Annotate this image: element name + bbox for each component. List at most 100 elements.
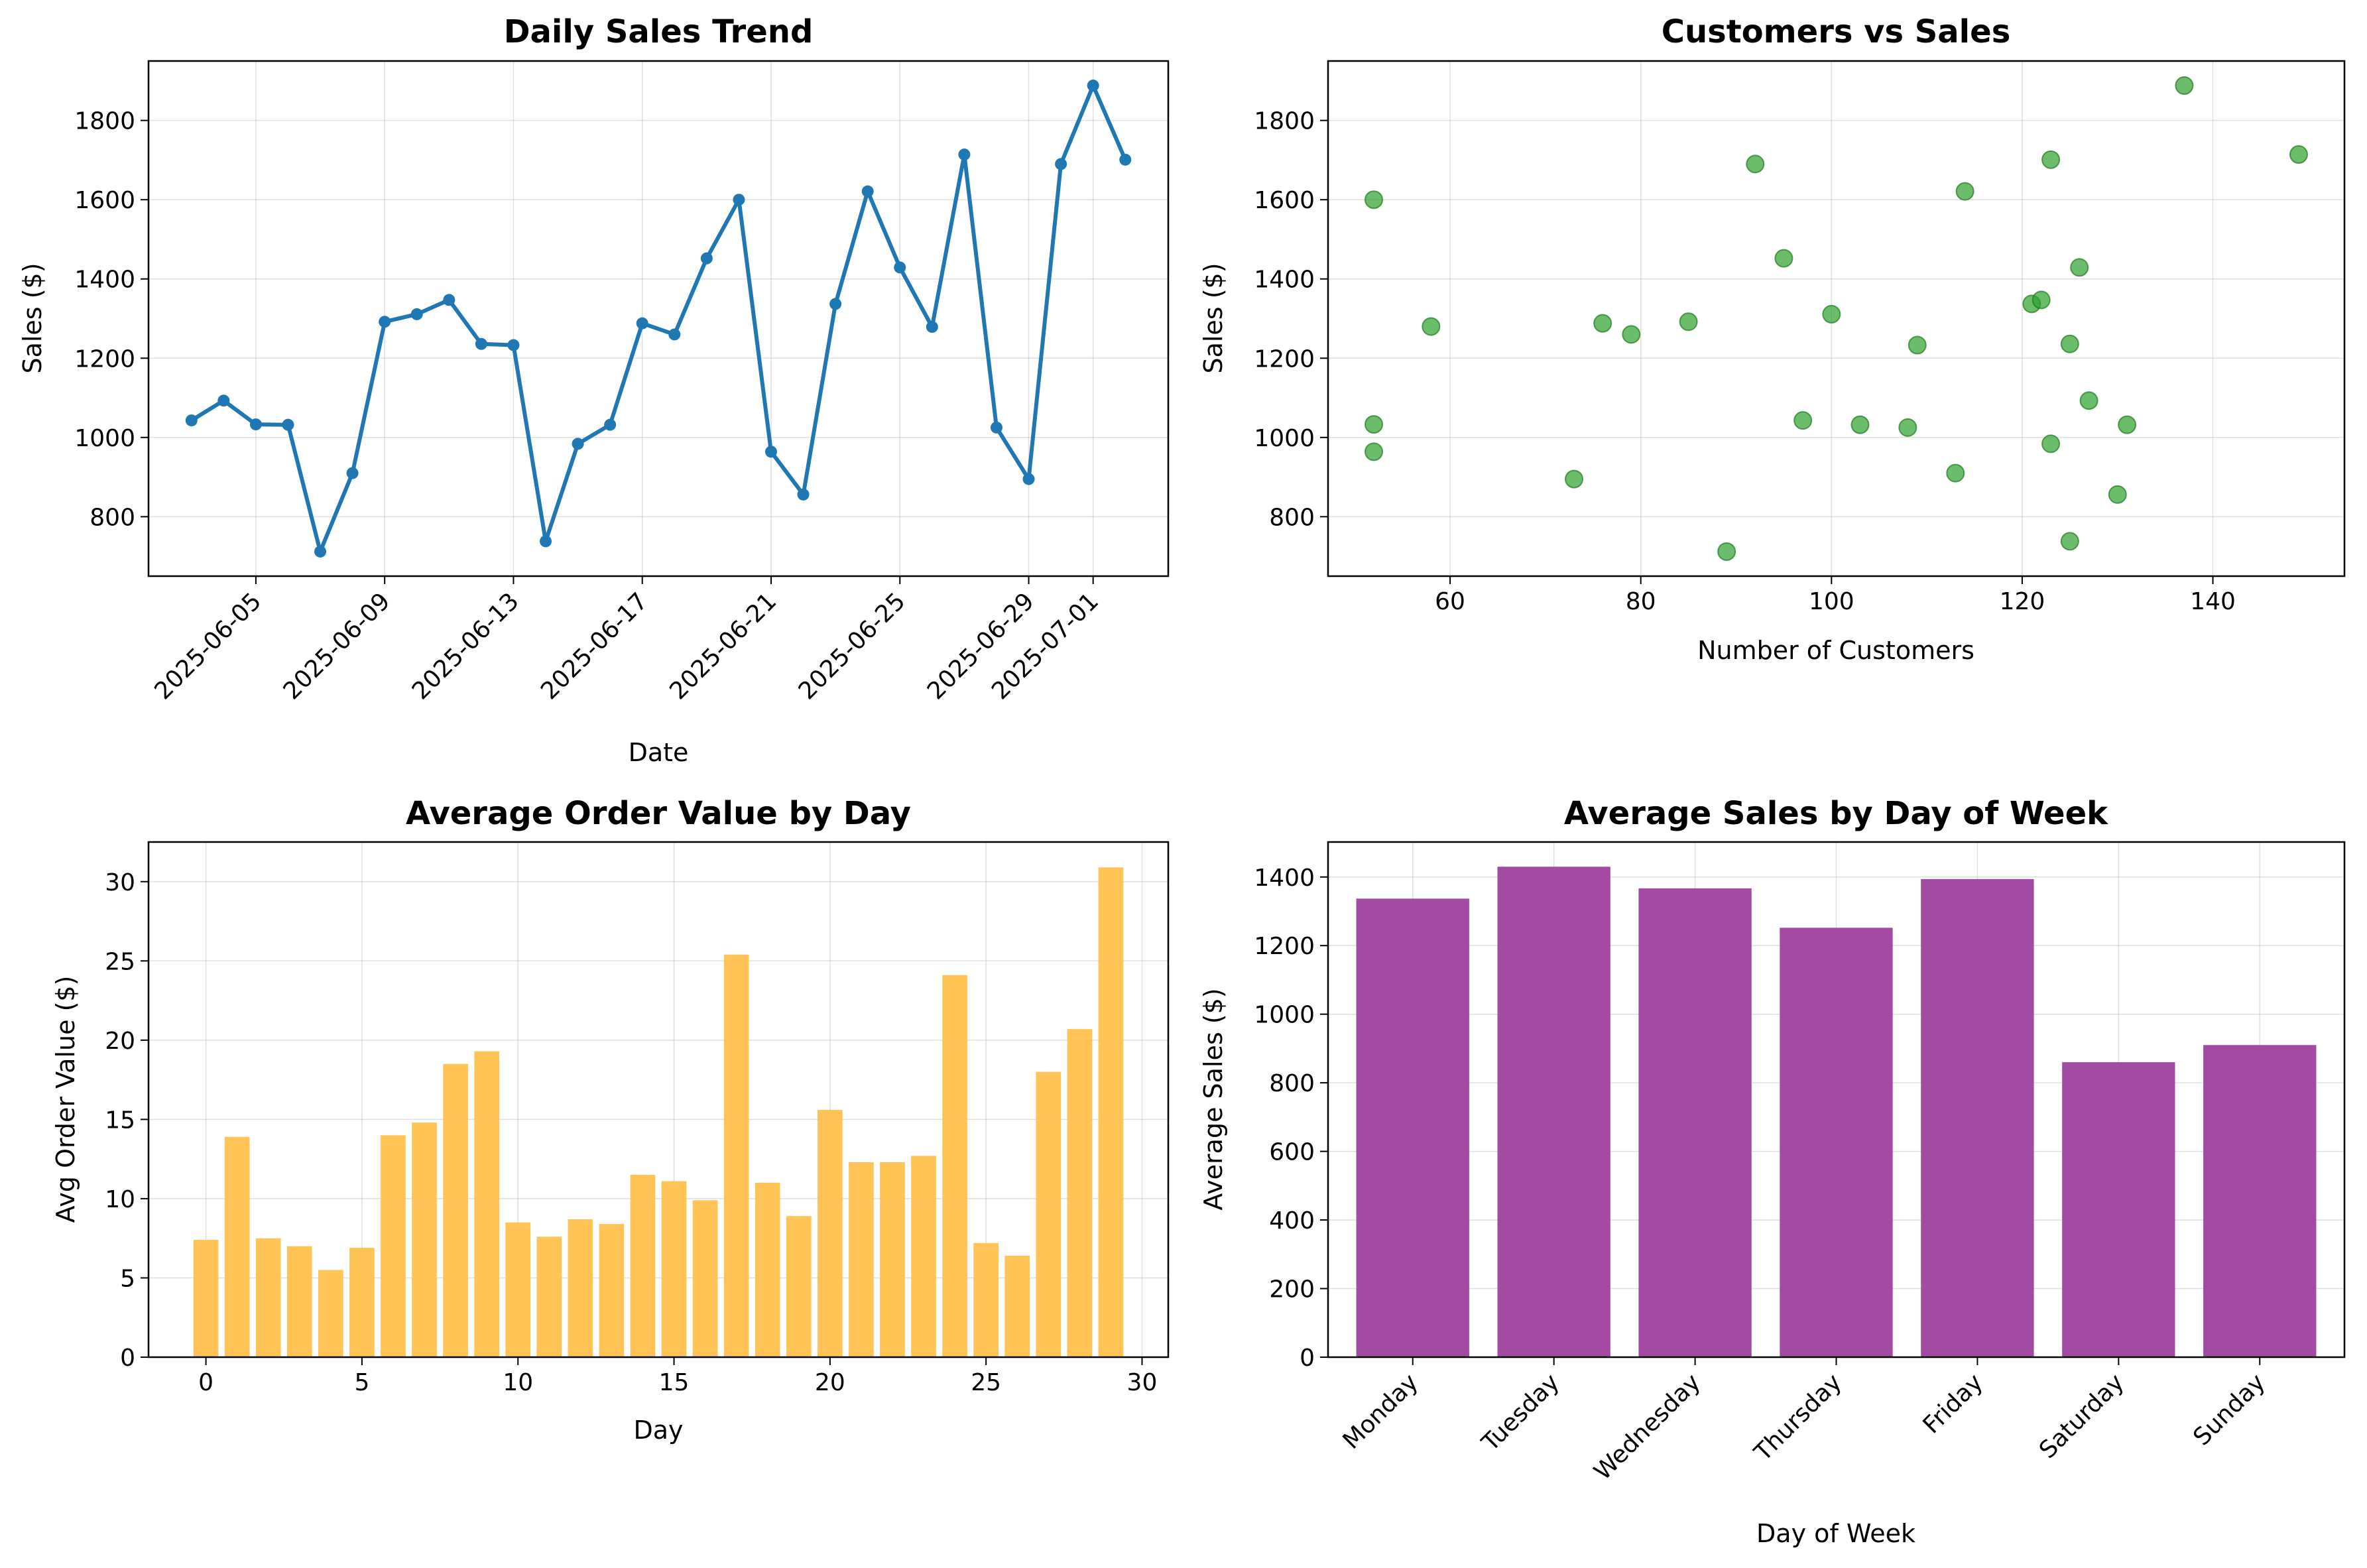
y-tick-label: 1800 [1254,108,1315,135]
grid-layer [149,61,1168,576]
sales-point [958,149,971,161]
x-axis-label: Date [629,738,689,767]
y-tick-label: 1400 [1254,865,1315,892]
panel-customers-vs-sales: Customers vs Sales 800 1000 1200 1400 1600 18… [1199,13,2346,665]
order-value-bar [849,1162,874,1357]
scatter-point [1908,335,1927,355]
sales-point [926,321,938,333]
scatter-point [2175,76,2194,95]
scatter-point [1365,415,1384,434]
y-tick-label: 1600 [1254,187,1315,214]
scatter-point [2108,485,2127,504]
sales-point [314,545,327,558]
sales-point [764,446,777,458]
chart-title: Average Order Value by Day [406,795,911,832]
order-value-bar [755,1183,780,1357]
y-axis-label: Average Sales ($) [1199,988,1228,1210]
sales-point [990,421,1002,434]
order-value-bar [381,1135,406,1357]
weekday-sales-bar [1356,898,1469,1357]
grid-layer [1328,61,2344,576]
scatter-point [1946,463,1965,483]
sales-point [1022,473,1035,485]
scatter-point [2060,334,2079,353]
y-axis-label: Sales ($) [1199,263,1228,373]
x-tick-label: 5 [354,1369,369,1396]
scatter-point [1898,418,1917,437]
order-value-bar [723,954,749,1357]
sales-point [410,308,423,320]
marks-layer [1356,867,2317,1357]
scatter-point [1679,312,1698,332]
sales-point [733,194,745,206]
order-value-bar [692,1200,718,1357]
y-tick-label: 1400 [74,267,135,294]
sales-point [282,418,294,431]
sales-point [797,488,810,501]
x-tick-label: 2025-06-25 [794,587,911,705]
x-tick-label: 25 [971,1369,1001,1396]
x-tick-label: 100 [1809,588,1854,615]
sales-point [1055,158,1067,170]
scatter-point [1565,469,1584,489]
scatter-point [1822,304,1841,324]
weekday-sales-bar [1780,928,1893,1357]
sales-point [1119,153,1132,166]
order-value-bar [1098,867,1124,1357]
chart-title: Customers vs Sales [1662,13,2011,50]
y-axis-label: Avg Order Value ($) [51,976,80,1223]
order-value-bar [286,1246,312,1357]
scatter-point [1717,542,1736,561]
marks-layer [1365,76,2308,561]
order-value-bar [973,1242,999,1357]
scatter-point [1851,415,1870,434]
order-value-bar [443,1063,468,1357]
y-tick-label: 1200 [74,345,135,373]
x-tick-label: 2025-06-21 [664,587,782,705]
y-tick-label: 20 [105,1028,135,1055]
scatter-point [1774,249,1793,268]
sales-point [249,418,262,431]
order-value-bar [942,975,967,1357]
order-value-bar [255,1238,281,1357]
y-tick-label: 200 [1269,1276,1315,1303]
y-tick-label: 1800 [74,108,135,135]
panel-daily-sales-trend: Daily Sales Trend 800 1000 1200 1400 1600 180… [18,13,1170,767]
order-value-bar [786,1216,812,1357]
scatter-point [1422,317,1441,336]
order-value-bar [911,1156,936,1357]
y-tick-label: 10 [105,1186,135,1213]
y-tick-label: 800 [1269,504,1315,531]
y-axis-label: Sales ($) [18,263,47,373]
sales-point [540,535,552,548]
sales-point [700,252,713,265]
y-tick-label: 1200 [1254,933,1315,960]
order-value-bar [818,1110,843,1357]
scatter-point [1746,154,1765,174]
y-tick-label: 1400 [1254,267,1315,294]
order-value-bar [536,1236,562,1357]
scatter-point [2118,415,2137,434]
x-axis-label: Day [633,1416,683,1445]
order-value-bar [505,1222,531,1357]
y-tick-label: 800 [90,504,135,531]
scatter-point [1622,325,1641,344]
order-value-bar [224,1136,250,1357]
y-tick-label: 1600 [74,187,135,214]
x-tick-label: Monday [1338,1368,1424,1454]
weekday-sales-bar [1638,888,1752,1357]
axes-frame [1327,60,2346,577]
order-value-bar [474,1051,499,1357]
x-tick-label: Tuesday [1477,1368,1565,1457]
y-tick-label: 30 [105,869,135,896]
x-tick-label: 2025-06-09 [278,587,396,705]
y-tick-label: 1000 [1254,1002,1315,1029]
chart-title: Average Sales by Day of Week [1564,795,2108,832]
sales-point [572,438,584,450]
x-tick-label: Thursday [1749,1368,1847,1467]
sales-point [507,339,520,351]
sales-point [861,185,874,198]
x-tick-label: Wednesday [1589,1368,1706,1485]
order-value-bar [1004,1255,1030,1357]
